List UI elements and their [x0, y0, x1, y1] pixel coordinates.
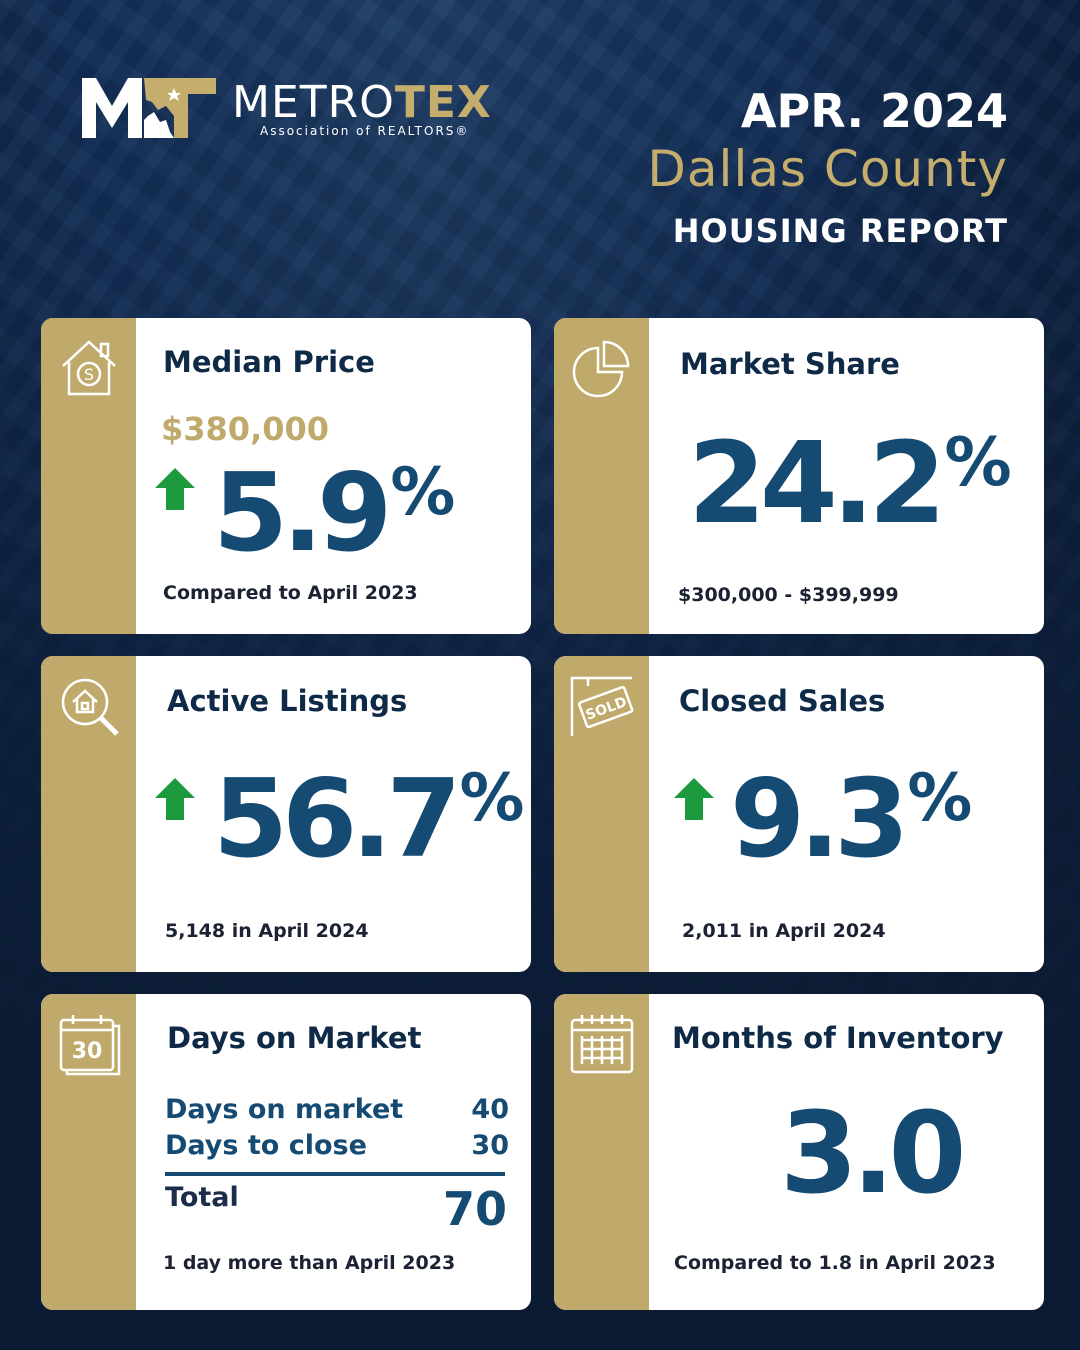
logo-tagline: Association of REALTORS®: [260, 124, 470, 138]
card-footnote: Compared to 1.8 in April 2023: [674, 1252, 996, 1274]
market-share-card: Market Share 24.2% $300,000 - $399,999: [554, 318, 1044, 634]
card-footnote: Compared to April 2023: [163, 582, 418, 604]
card-title: Market Share: [680, 347, 900, 381]
months-inventory-value: 3.0: [780, 1089, 966, 1219]
active-listings-card: Active Listings 56.7% 5,148 in April 202…: [41, 656, 531, 972]
median-price-card: S Median Price $380,000 5.9% Compared to…: [41, 318, 531, 634]
card-footnote: 5,148 in April 2024: [165, 920, 369, 942]
total-label: Total: [165, 1182, 239, 1213]
active-listings-change: 56.7%: [213, 757, 524, 882]
months-inventory-card: Months of Inventory 3.0 Compared to 1.8 …: [554, 994, 1044, 1310]
card-footnote: 1 day more than April 2023: [163, 1252, 456, 1274]
house-dollar-icon: S: [62, 340, 116, 396]
days-on-market-label: Days on market: [165, 1094, 404, 1125]
median-price-value: $380,000: [161, 410, 330, 448]
days-to-close-value: 30: [471, 1130, 509, 1161]
pie-chart-icon: [572, 340, 630, 398]
card-footnote: 2,011 in April 2024: [682, 920, 886, 942]
logo-wordmark: METROTEX: [232, 77, 492, 128]
median-price-change: 5.9%: [213, 451, 455, 576]
days-to-close-label: Days to close: [165, 1130, 367, 1161]
calendar-grid-icon: [570, 1015, 634, 1074]
house-search-icon: [61, 678, 119, 736]
mt-logo-mark-icon: [82, 78, 216, 138]
market-share-value: 24.2%: [688, 419, 1012, 549]
svg-text:30: 30: [72, 1039, 103, 1064]
card-side-bar: [554, 656, 649, 972]
calendar-30-icon: 30: [59, 1015, 121, 1076]
svg-text:S: S: [84, 365, 94, 384]
metrotex-logo: METROTEX Association of REALTORS®: [82, 76, 522, 142]
total-value: 70: [442, 1182, 507, 1236]
report-date: APR. 2024: [740, 84, 1008, 138]
card-title: Closed Sales: [679, 684, 886, 718]
card-footnote: $300,000 - $399,999: [678, 584, 899, 606]
card-side-bar: [41, 318, 136, 634]
card-title: Days on Market: [167, 1021, 422, 1055]
sold-sign-icon: SOLD: [570, 676, 634, 736]
card-title: Active Listings: [167, 684, 408, 718]
up-arrow-icon: [155, 778, 195, 820]
card-title: Median Price: [163, 345, 375, 379]
closed-sales-card: SOLD Closed Sales 9.3% 2,011 in April 20…: [554, 656, 1044, 972]
card-title: Months of Inventory: [672, 1021, 1004, 1055]
closed-sales-change: 9.3%: [730, 757, 972, 882]
county-name: Dallas County: [647, 140, 1008, 198]
up-arrow-icon: [674, 778, 714, 820]
days-on-market-value: 40: [471, 1094, 509, 1125]
total-divider: [165, 1172, 505, 1176]
days-on-market-card: 30 Days on Market Days on market 40 Days…: [41, 994, 531, 1310]
up-arrow-icon: [155, 468, 195, 510]
card-side-bar: [554, 318, 649, 634]
report-title: HOUSING REPORT: [672, 212, 1008, 250]
